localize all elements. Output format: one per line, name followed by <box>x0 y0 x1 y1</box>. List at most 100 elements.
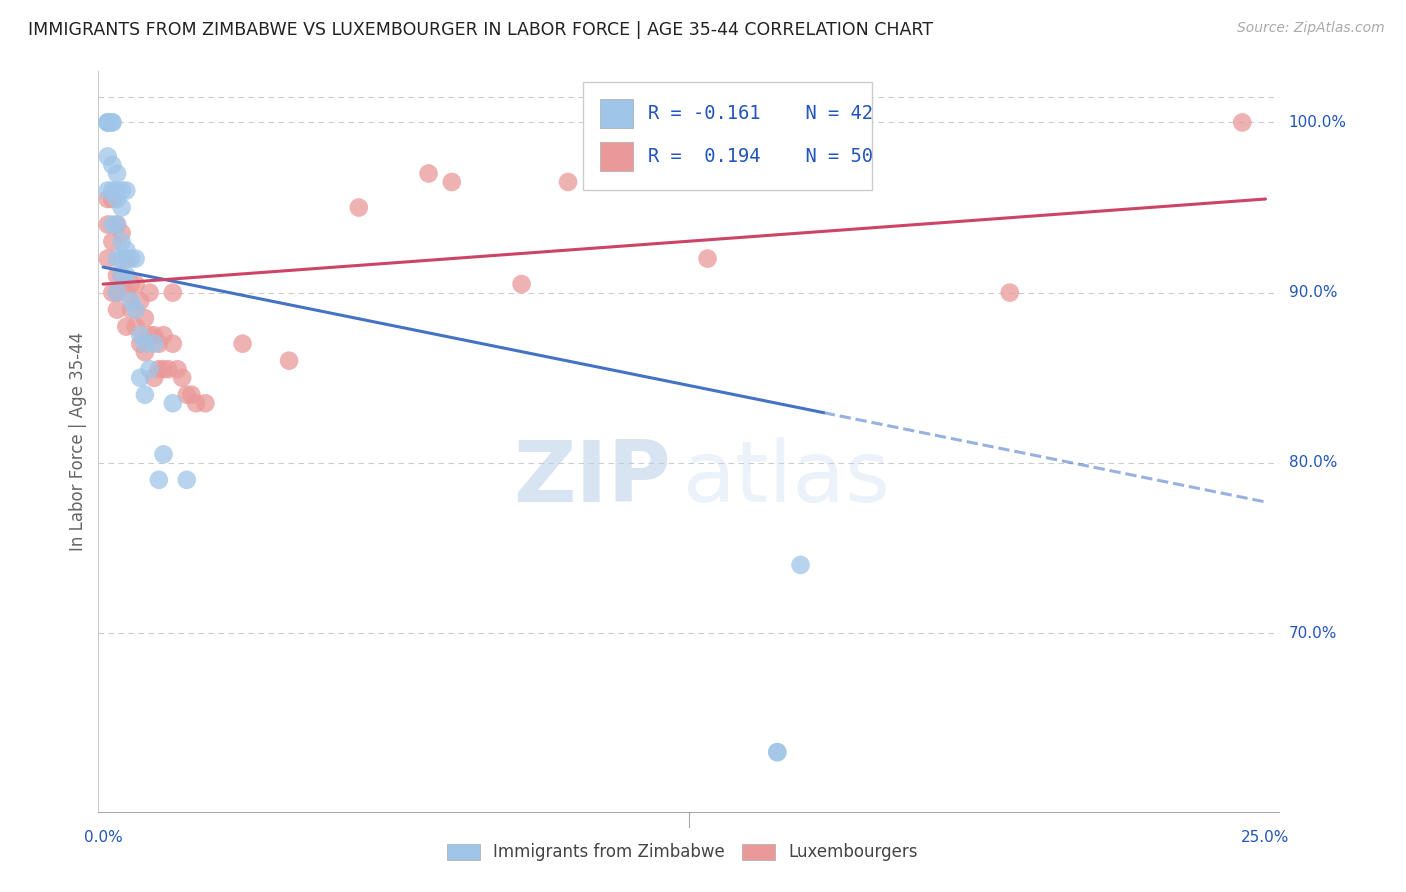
Point <box>115 319 138 334</box>
Point <box>1232 115 1254 129</box>
Point <box>143 370 166 384</box>
Text: Immigrants from Zimbabwe: Immigrants from Zimbabwe <box>494 843 724 861</box>
Point <box>101 184 124 198</box>
Point <box>184 396 207 410</box>
Point <box>115 184 138 198</box>
Point <box>111 201 134 215</box>
Point <box>789 558 811 572</box>
Text: atlas: atlas <box>683 437 891 520</box>
Point <box>124 277 146 292</box>
Point <box>124 252 146 266</box>
Point <box>105 166 128 180</box>
Point <box>97 115 120 129</box>
Point <box>111 235 134 249</box>
Point <box>105 285 128 300</box>
Point <box>115 285 138 300</box>
Point <box>162 396 184 410</box>
Point <box>138 285 160 300</box>
Point <box>101 115 124 129</box>
Point <box>157 362 180 376</box>
Text: R =  0.194    N = 50: R = 0.194 N = 50 <box>648 147 873 166</box>
Point <box>105 218 128 232</box>
Point <box>105 285 128 300</box>
Point <box>97 252 120 266</box>
Point <box>105 252 128 266</box>
Point <box>129 370 152 384</box>
Point <box>696 252 718 266</box>
Bar <box>447 844 479 860</box>
Point <box>766 745 789 759</box>
Point <box>124 302 146 317</box>
Point <box>440 175 463 189</box>
Point <box>101 218 124 232</box>
Y-axis label: In Labor Force | Age 35-44: In Labor Force | Age 35-44 <box>69 332 87 551</box>
Point <box>134 336 156 351</box>
Point <box>162 336 184 351</box>
Point <box>115 243 138 257</box>
Point <box>105 268 128 283</box>
Point <box>101 285 124 300</box>
Point <box>129 294 152 309</box>
Point <box>134 311 156 326</box>
Point <box>101 158 124 172</box>
Point <box>105 218 128 232</box>
Text: IMMIGRANTS FROM ZIMBABWE VS LUXEMBOURGER IN LABOR FORCE | AGE 35-44 CORRELATION : IMMIGRANTS FROM ZIMBABWE VS LUXEMBOURGER… <box>28 21 934 39</box>
Point <box>278 353 301 368</box>
Point <box>138 362 160 376</box>
Text: 0.0%: 0.0% <box>84 830 122 846</box>
Point <box>152 362 174 376</box>
Text: 90.0%: 90.0% <box>1289 285 1337 300</box>
Point <box>152 447 174 461</box>
Point <box>120 277 142 292</box>
Point <box>111 226 134 240</box>
Bar <box>600 142 634 171</box>
Point <box>138 328 160 343</box>
Point <box>111 252 134 266</box>
Point <box>105 192 128 206</box>
Bar <box>742 844 775 860</box>
Point <box>129 336 152 351</box>
Text: R = -0.161    N = 42: R = -0.161 N = 42 <box>648 104 873 123</box>
Point <box>418 166 440 180</box>
Point <box>97 115 120 129</box>
Point <box>97 149 120 163</box>
Point <box>148 362 170 376</box>
Text: Luxembourgers: Luxembourgers <box>789 843 918 861</box>
Point <box>124 319 146 334</box>
Point <box>115 268 138 283</box>
Point <box>105 302 128 317</box>
Point <box>650 115 672 129</box>
Point <box>766 745 789 759</box>
Point <box>120 252 142 266</box>
Point <box>162 285 184 300</box>
Point <box>97 192 120 206</box>
Point <box>176 388 198 402</box>
Point <box>134 345 156 359</box>
Point <box>101 115 124 129</box>
Bar <box>600 99 634 128</box>
Point <box>101 235 124 249</box>
Point <box>998 285 1021 300</box>
Point <box>97 218 120 232</box>
Point <box>101 192 124 206</box>
Point <box>120 302 142 317</box>
Point <box>166 362 188 376</box>
Text: 70.0%: 70.0% <box>1289 625 1337 640</box>
Point <box>97 115 120 129</box>
FancyBboxPatch shape <box>582 82 872 190</box>
Point <box>105 184 128 198</box>
Point <box>148 336 170 351</box>
Text: 100.0%: 100.0% <box>1289 115 1347 130</box>
Point <box>172 370 194 384</box>
Point <box>111 268 134 283</box>
Point <box>148 473 170 487</box>
Point <box>194 396 217 410</box>
Text: ZIP: ZIP <box>513 437 671 520</box>
Text: Source: ZipAtlas.com: Source: ZipAtlas.com <box>1237 21 1385 36</box>
Point <box>557 175 579 189</box>
Text: 25.0%: 25.0% <box>1241 830 1289 846</box>
Point <box>347 201 370 215</box>
Point <box>111 268 134 283</box>
Text: 80.0%: 80.0% <box>1289 455 1337 470</box>
Point <box>134 388 156 402</box>
